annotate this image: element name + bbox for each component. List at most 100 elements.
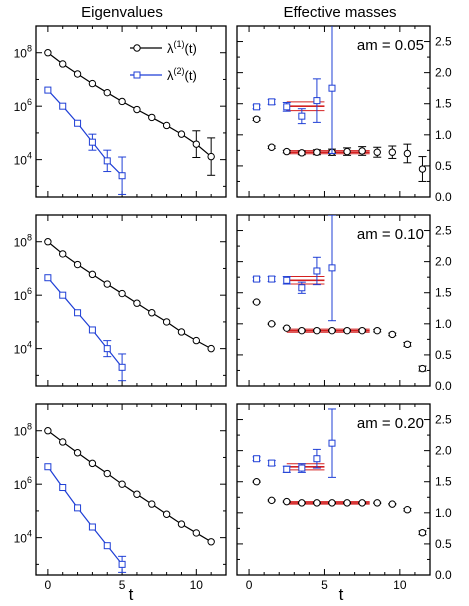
x-axis-label-right: t bbox=[339, 585, 344, 604]
point-lambda1 bbox=[267, 320, 276, 328]
point-lambda1 bbox=[328, 499, 336, 507]
point-lambda1 bbox=[403, 506, 412, 514]
point-lambda2 bbox=[268, 275, 276, 283]
point-lambda1 bbox=[103, 469, 111, 478]
point-lambda2 bbox=[328, 84, 336, 92]
col-title-eigenvalues: Eigenvalues bbox=[81, 4, 163, 21]
point-lambda1 bbox=[177, 130, 186, 138]
point-lambda1 bbox=[162, 121, 171, 130]
panel-annotation: am = 0.20 bbox=[357, 415, 424, 432]
panel-content bbox=[252, 408, 427, 537]
y-tick-label: 108 bbox=[14, 422, 32, 439]
point-lambda2 bbox=[59, 291, 67, 299]
panel-effective-masses-am-0.05: 0.0 0.5 1.0 1.5 2.0 2.5 am = 0.05 bbox=[236, 25, 452, 204]
series-line-lambda1 bbox=[47, 241, 212, 350]
point-lambda1 bbox=[418, 364, 427, 373]
panel-eigenvalues-am-0.20: 0 5 10 104 106 108 bbox=[14, 403, 227, 592]
point-lambda1 bbox=[283, 324, 291, 332]
y-tick-label: 1.0 bbox=[435, 128, 452, 142]
point-lambda2 bbox=[118, 172, 126, 180]
panel-frame bbox=[236, 25, 431, 198]
y-tick-label: 104 bbox=[14, 529, 32, 546]
point-lambda1 bbox=[358, 326, 366, 335]
y-tick-label: 2.5 bbox=[435, 35, 452, 49]
y-tick-label: 2.5 bbox=[435, 413, 452, 427]
point-lambda1 bbox=[252, 115, 261, 123]
legend-marker bbox=[133, 44, 141, 52]
point-lambda1 bbox=[162, 318, 171, 326]
point-lambda1 bbox=[44, 427, 52, 435]
point-lambda1 bbox=[148, 500, 156, 508]
point-lambda1 bbox=[133, 299, 141, 307]
point-lambda1 bbox=[358, 147, 366, 155]
point-lambda1 bbox=[192, 336, 201, 345]
point-lambda1 bbox=[88, 79, 97, 88]
point-lambda1 bbox=[343, 147, 351, 156]
point-lambda1 bbox=[328, 326, 336, 335]
y-tick-label: 2.5 bbox=[435, 224, 452, 238]
y-tick-label: 108 bbox=[14, 44, 32, 61]
point-lambda1 bbox=[73, 449, 82, 457]
point-lambda2 bbox=[328, 264, 336, 272]
point-lambda1 bbox=[298, 149, 306, 157]
point-lambda2 bbox=[298, 112, 306, 120]
col-title-effective-masses: Effective masses bbox=[283, 4, 396, 21]
y-tick-label: 1.5 bbox=[435, 97, 452, 111]
point-lambda2 bbox=[328, 439, 336, 447]
point-lambda2 bbox=[59, 102, 67, 110]
point-lambda1 bbox=[313, 326, 321, 335]
x-tick-label: 10 bbox=[393, 578, 407, 592]
y-tick-label: 0.5 bbox=[435, 159, 452, 173]
point-lambda2 bbox=[298, 464, 306, 472]
point-lambda1 bbox=[403, 340, 412, 349]
y-tick-label: 106 bbox=[14, 97, 32, 114]
point-lambda2 bbox=[44, 463, 52, 471]
panel-effective-masses-am-0.20: 0 5 10 0.0 0.5 1.0 1.5 2.0 2.5 am = 0.20 bbox=[236, 403, 452, 592]
point-lambda1 bbox=[388, 500, 397, 508]
panel-annotation: am = 0.10 bbox=[357, 226, 424, 243]
panel-effective-masses-am-0.10: 0.0 0.5 1.0 1.5 2.0 2.5 am = 0.10 bbox=[236, 214, 452, 393]
y-tick-label: 2.0 bbox=[435, 66, 452, 80]
point-lambda1 bbox=[373, 499, 381, 507]
point-lambda2 bbox=[253, 455, 261, 463]
series-line-lambda1 bbox=[47, 430, 212, 543]
point-lambda2 bbox=[88, 523, 96, 531]
series-line-lambda2 bbox=[47, 466, 123, 565]
y-tick-label: 106 bbox=[14, 286, 32, 303]
point-lambda1 bbox=[373, 148, 381, 156]
point-lambda1 bbox=[59, 250, 67, 258]
y-tick-label: 1.5 bbox=[435, 475, 452, 489]
point-lambda2 bbox=[74, 309, 82, 317]
point-lambda2 bbox=[283, 103, 291, 111]
point-lambda1 bbox=[103, 88, 111, 97]
point-lambda2 bbox=[283, 276, 291, 284]
panel-content bbox=[44, 238, 215, 382]
point-lambda1 bbox=[177, 520, 186, 528]
panel-frame bbox=[35, 25, 227, 198]
panel-content bbox=[44, 427, 215, 573]
point-lambda1 bbox=[88, 270, 97, 279]
point-lambda2 bbox=[253, 103, 261, 111]
point-lambda2 bbox=[313, 455, 321, 463]
point-lambda1 bbox=[148, 309, 156, 317]
panel-eigenvalues-am-0.10: 104 106 108 bbox=[14, 214, 227, 387]
y-tick-label: 2.0 bbox=[435, 444, 452, 458]
point-lambda2 bbox=[59, 484, 67, 492]
point-lambda1 bbox=[88, 459, 97, 468]
point-lambda1 bbox=[207, 344, 215, 353]
point-lambda1 bbox=[252, 298, 261, 306]
panel-frame bbox=[236, 403, 431, 576]
y-tick-label: 0.5 bbox=[435, 348, 452, 362]
y-tick-label: 0.0 bbox=[435, 379, 452, 393]
y-tick-label: 0.0 bbox=[435, 568, 452, 582]
point-lambda2 bbox=[298, 284, 306, 292]
point-lambda1 bbox=[73, 260, 82, 269]
point-lambda2 bbox=[118, 560, 126, 568]
point-lambda1 bbox=[267, 143, 276, 151]
point-lambda1 bbox=[298, 326, 306, 335]
point-lambda2 bbox=[44, 274, 52, 282]
x-tick-label: 10 bbox=[190, 578, 204, 592]
point-lambda1 bbox=[118, 97, 126, 106]
point-lambda1 bbox=[44, 49, 52, 57]
